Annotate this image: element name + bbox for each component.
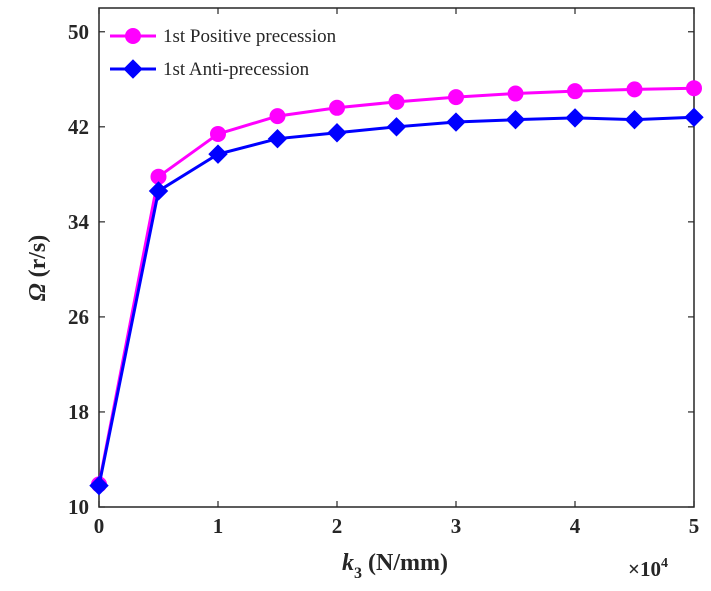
data-point [624, 109, 645, 130]
x-axis-ticks: 0 1 2 3 4 5 [94, 8, 700, 538]
x-axis-title: k3 (N/mm) [342, 550, 448, 582]
y-tick-label: 50 [68, 20, 89, 44]
x-axis-unit: (N/mm) [362, 550, 448, 576]
data-point [89, 475, 109, 496]
data-point [448, 89, 464, 106]
data-point [626, 81, 643, 98]
x-tick-label: 3 [451, 514, 462, 538]
y-tick-label: 10 [68, 495, 89, 519]
y-axis-unit: (r/s) [25, 235, 51, 284]
x-axis-subscript: 3 [354, 565, 362, 582]
series-line [97, 115, 695, 486]
legend-marker [125, 28, 141, 44]
data-point [684, 107, 704, 128]
data-point [388, 93, 405, 110]
legend-label: 1st Anti-precession [163, 59, 310, 80]
data-point [267, 128, 288, 149]
data-point [208, 144, 228, 164]
x-axis-multiplier: ×104 [628, 556, 668, 581]
legend-marker [123, 59, 143, 79]
y-axis-title: Ω (r/s) [25, 235, 51, 302]
data-point [386, 117, 407, 137]
y-tick-label: 34 [68, 210, 90, 234]
y-tick-label: 26 [68, 305, 89, 329]
y-axis-symbol: Ω [25, 283, 51, 301]
legend: 1st Positive precession 1st Anti-precessi… [110, 26, 337, 80]
y-tick-label: 18 [68, 400, 89, 424]
x-tick-label: 1 [213, 514, 224, 538]
x-tick-label: 5 [689, 514, 700, 538]
data-point [148, 181, 169, 201]
x-tick-label: 4 [570, 514, 581, 538]
y-tick-label: 42 [68, 115, 89, 139]
data-point [507, 85, 524, 102]
data-point [446, 112, 466, 132]
series-2 [89, 107, 704, 496]
series-line [97, 86, 695, 485]
series-layer [89, 80, 704, 496]
x-tick-label: 0 [94, 514, 105, 538]
legend-label: 1st Positive precession [163, 26, 337, 47]
y-axis-ticks: 10 18 26 34 42 50 [68, 20, 694, 519]
data-point [505, 109, 526, 130]
data-point [327, 123, 347, 143]
data-point [269, 108, 286, 125]
data-point [686, 80, 702, 97]
plot-frame [98, 7, 695, 508]
x-tick-label: 2 [332, 514, 343, 538]
data-point [329, 99, 345, 116]
data-point [565, 108, 585, 128]
x-axis-symbol: k [342, 550, 354, 576]
plot-border [98, 7, 695, 508]
data-point [210, 125, 226, 142]
series-1 [91, 80, 702, 493]
data-point [567, 83, 583, 100]
